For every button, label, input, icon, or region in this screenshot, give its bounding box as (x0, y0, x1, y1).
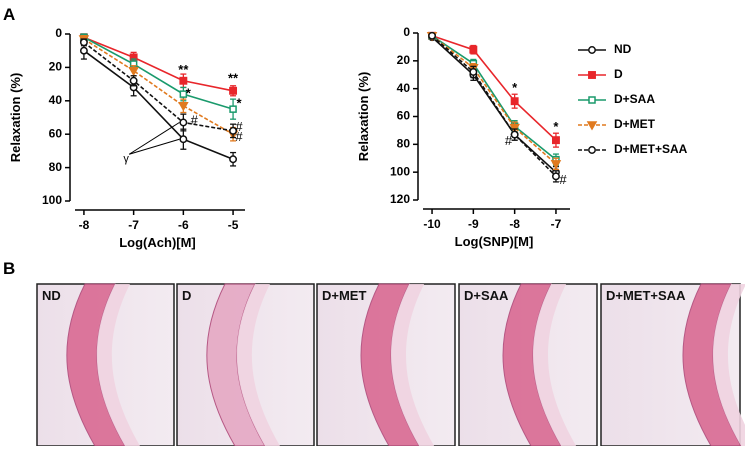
marker (510, 130, 519, 139)
marker (552, 136, 560, 145)
marker (469, 45, 478, 54)
series-line (83, 36, 234, 110)
marker (79, 38, 88, 47)
y-axis-title: Relaxation (%) (8, 73, 23, 163)
marker (469, 68, 478, 76)
histology-label: ND (42, 288, 61, 303)
x-tick-label: -6 (178, 218, 189, 232)
annotation: # (505, 133, 513, 148)
y-tick-label: 100 (390, 164, 410, 178)
annotation-pointer (129, 138, 180, 155)
legend-marker (588, 96, 596, 104)
legend-label: ND (614, 42, 632, 56)
marker (510, 97, 519, 106)
y-tick-label: 0 (55, 26, 62, 40)
y-tick-label: 120 (390, 192, 410, 206)
y-tick-label: 80 (397, 137, 411, 151)
marker (229, 126, 238, 135)
legend-label: D (614, 67, 623, 81)
y-tick-label: 100 (42, 193, 62, 207)
annotation-pointer (128, 122, 180, 155)
marker (179, 135, 188, 144)
y-tick-label: 40 (49, 93, 63, 107)
panel-label: B (3, 259, 15, 278)
marker (179, 90, 188, 98)
annotation: ** (228, 71, 239, 86)
legend-marker (588, 146, 596, 154)
x-tick-label: -7 (551, 217, 562, 231)
legend-marker (588, 46, 596, 54)
marker (79, 46, 88, 55)
marker (129, 76, 138, 85)
marker (552, 172, 560, 181)
series-line (431, 35, 557, 165)
series-line (431, 35, 557, 177)
marker (229, 105, 237, 113)
y-tick-label: 20 (49, 60, 63, 74)
series-line (83, 36, 234, 92)
histology-label: D+SAA (464, 288, 509, 303)
x-tick-label: -10 (423, 217, 441, 231)
series-line (83, 41, 234, 132)
x-tick-label: -8 (79, 218, 90, 232)
x-tick-label: -9 (468, 217, 479, 231)
annotation: γ (123, 153, 129, 165)
adventitia (712, 284, 745, 446)
x-axis-title: Log(Ach)[M] (119, 235, 196, 250)
x-tick-label: -7 (128, 218, 139, 232)
adventitia (96, 284, 140, 446)
y-tick-label: 80 (49, 160, 63, 174)
annotation: ** (178, 62, 189, 77)
legend-marker (586, 121, 598, 131)
marker (550, 160, 562, 170)
series-line (83, 50, 234, 160)
annotation: # (235, 129, 243, 144)
legend-marker (588, 71, 596, 79)
series-line (431, 35, 557, 141)
x-tick-label: -5 (228, 218, 239, 232)
annotation: * (237, 96, 243, 111)
y-tick-label: 40 (397, 81, 411, 95)
annotation: * (186, 86, 192, 101)
y-axis-title: Relaxation (%) (356, 72, 371, 162)
annotation: * (512, 80, 518, 95)
y-tick-label: 60 (49, 126, 63, 140)
histology-label: D (182, 288, 191, 303)
legend-label: D+MET (614, 117, 656, 131)
adventitia (236, 284, 280, 446)
y-tick-label: 60 (397, 109, 411, 123)
x-tick-label: -8 (509, 217, 520, 231)
annotation: # (191, 112, 199, 127)
histology-label: D+MET+SAA (606, 288, 686, 303)
x-axis-title: Log(SNP)[M] (455, 234, 534, 249)
annotation: * (553, 119, 559, 134)
y-tick-label: 0 (403, 25, 410, 39)
marker (229, 86, 238, 95)
legend-label: D+MET+SAA (614, 142, 688, 156)
adventitia (390, 284, 435, 446)
marker (428, 31, 436, 40)
marker (128, 66, 139, 77)
annotation: # (559, 172, 567, 187)
marker (179, 118, 188, 127)
histology-label: D+MET (322, 288, 366, 303)
y-tick-label: 20 (397, 53, 411, 67)
marker (178, 102, 189, 112)
marker (229, 155, 238, 164)
panel-label: A (3, 5, 15, 24)
marker (509, 123, 520, 134)
legend-label: D+SAA (614, 92, 655, 106)
marker (179, 76, 188, 85)
series-line (431, 35, 557, 161)
adventitia (532, 284, 577, 446)
annotation: # (235, 119, 243, 134)
